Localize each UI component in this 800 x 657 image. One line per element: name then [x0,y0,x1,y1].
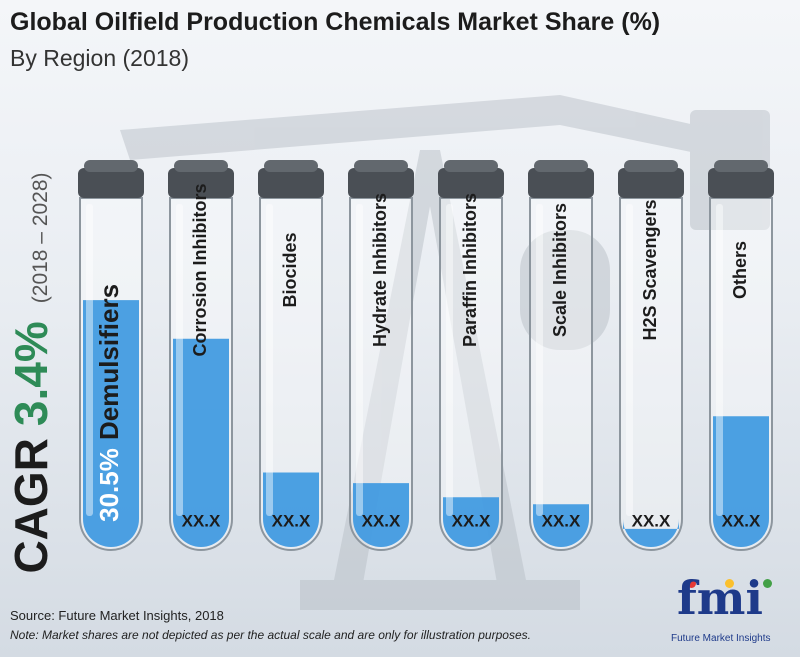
tube-cap [528,168,594,198]
tube-cap-top [534,160,588,172]
tube-highlight [446,204,453,516]
bar [533,504,589,547]
tube-highlight [626,204,633,516]
data-label: XX.X [272,511,311,530]
cagr-label: CAGR [5,438,57,574]
category-label: Scale Inhibitors [550,203,570,337]
tube-cap-top [444,160,498,172]
tube-highlight [266,204,273,516]
category-label: Hydrate Inhibitors [370,193,390,347]
chart-title: Global Oilfield Production Chemicals Mar… [10,8,661,36]
data-label: XX.X [452,511,491,530]
source-text: Source: Future Market Insights, 2018 [10,608,224,623]
cagr-value: 3.4% [5,321,57,427]
category-label: Corrosion Inhibitors [190,184,210,357]
bar [713,416,769,547]
tube-cap [258,168,324,198]
tube-cap [708,168,774,198]
bar [623,519,679,547]
tube-highlight [86,204,93,516]
bar [83,300,139,547]
test-tube [529,197,593,551]
note-text: Note: Market shares are not depicted as … [10,628,531,642]
data-label: XX.X [362,511,401,530]
category-label: Paraffin Inhibitors [460,193,480,347]
test-tube [259,197,323,551]
test-tube [349,197,413,551]
data-label: XX.X [542,511,581,530]
tube-cap [168,168,234,198]
data-label: 30.5% [94,448,124,522]
tube-cap [438,168,504,198]
category-label: Biocides [280,232,300,307]
tube-cap-top [264,160,318,172]
tube-cap-top [354,160,408,172]
tube-cap [78,168,144,198]
bar [173,338,229,547]
logo-dot-yellow [725,579,734,588]
tube-cap-top [624,160,678,172]
cagr-callout: CAGR 3.4% (2018 – 2028) [5,128,57,618]
tube-cap-top [174,160,228,172]
tube-cap-top [714,160,768,172]
data-label: XX.X [182,511,221,530]
data-label: XX.X [722,511,761,530]
category-label: H2S Scavengers [640,199,660,340]
test-tube [439,197,503,551]
category-label: Demulsifiers [94,284,124,440]
bar [353,483,409,547]
logo-dot-green [763,579,772,588]
bar [263,472,319,547]
logo-subtext: Future Market Insights [671,633,771,644]
data-label: XX.X [632,511,671,530]
tube-highlight [356,204,363,516]
cagr-period: (2018 – 2028) [29,172,52,304]
bar [443,497,499,547]
chart-subtitle: By Region (2018) [10,45,189,71]
tube-cap [618,168,684,198]
tube-highlight [716,204,723,516]
category-label: Others [730,241,750,299]
logo-dot-red [687,579,696,588]
logo-mark: fmi [677,571,763,625]
tube-highlight [176,204,183,516]
tube-cap-top [84,160,138,172]
fmi-logo: fmi Future Market Insights [665,571,795,647]
test-tube-chart: Demulsifiers 30.5% Corrosion Inhibitors XX.… [78,160,774,551]
test-tube [619,197,683,551]
tube-cap [348,168,414,198]
tube-highlight [536,204,543,516]
